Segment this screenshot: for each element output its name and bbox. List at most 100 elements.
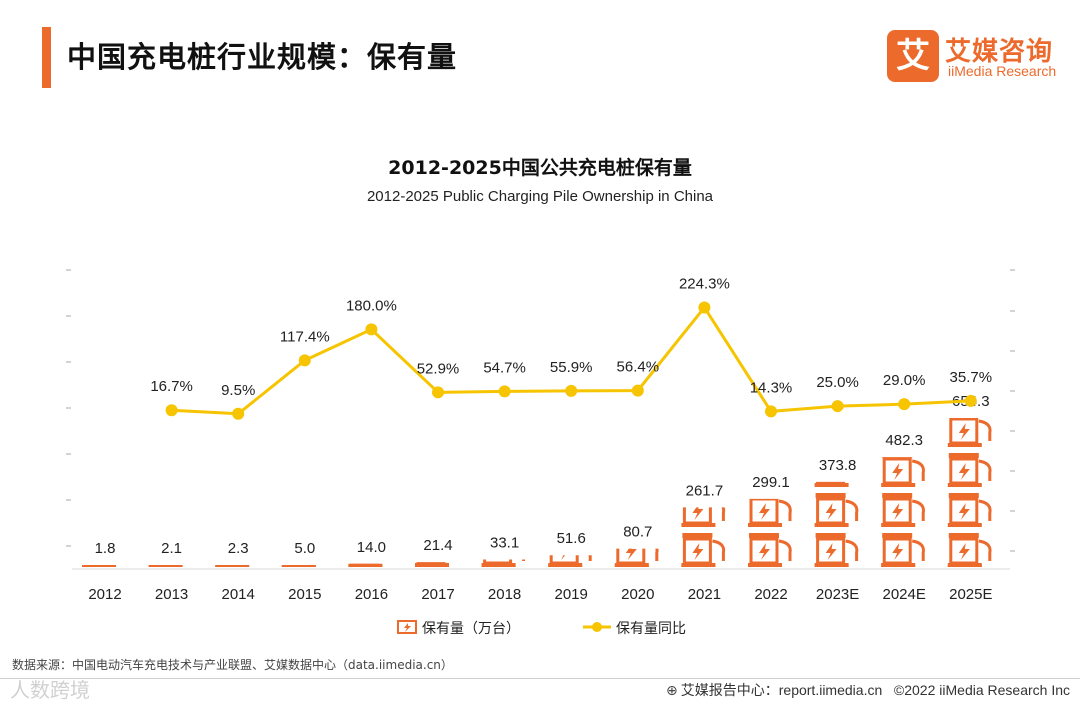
pile-cap [882,533,913,538]
lightning-icon [958,463,970,480]
pile-base [814,523,849,527]
bar-value-label: 80.7 [623,524,652,541]
pile-body [949,497,979,525]
legend-line-marker [592,622,602,632]
bar-2025E [947,413,992,567]
legend: 保有量（万台） 保有量同比 [397,620,686,637]
bar-base-mark [881,565,916,567]
yoy-value-label: 224.3% [679,275,730,292]
bar-value-label: 5.0 [294,540,315,557]
pile-body [949,418,979,445]
pile-cap [948,533,979,538]
logo-mark: 艾 [887,30,939,82]
pile-body [816,481,846,485]
x-tick-label: 2013 [155,586,188,603]
yoy-value-label: 56.4% [617,359,660,376]
pile-cable [978,459,992,481]
iimedia-logo[interactable]: 艾 艾媒咨询 iiMedia Research [887,30,1059,82]
logo-text-cn: 艾媒咨询 [945,37,1054,67]
bar-base-mark [215,565,250,567]
bar-2022 [748,498,792,567]
x-tick-label: 2020 [621,586,654,603]
yoy-point-2023E [831,400,844,413]
bar-labels: 1.8 2.1 2.3 5.0 14.0 21.4 33.1 51.6 80.7 261.7 299… [95,393,990,557]
pile-cable [911,539,925,561]
bar-base-mark [415,565,449,567]
yoy-point-2015 [298,354,311,367]
pile-cable [721,507,726,521]
pile-body [616,548,646,565]
x-tick-label: 2014 [222,586,255,603]
lightning-icon [958,543,970,560]
yoy-value-label: 117.4% [280,328,330,345]
pile-cap [949,413,979,418]
lightning-icon [892,503,904,520]
legend-bar-label: 保有量（万台） [422,621,520,637]
x-tick-label: 2024E [883,586,926,603]
bar-value-label: 33.1 [490,534,519,551]
pile-cap [216,533,246,538]
yoy-point-2018 [498,385,511,398]
bar-base-mark [814,565,849,567]
yoy-point-2019 [565,384,578,397]
lightning-icon [892,543,904,560]
footer-divider [0,678,1080,679]
chart-subtitle: 2012-2025 Public Charging Pile Ownership… [366,188,714,205]
yoy-point-2017 [432,386,444,399]
pile-cap [682,533,713,538]
pile-cap [882,493,913,498]
lightning-icon [759,503,770,520]
bar-value-label: 51.6 [557,530,586,547]
x-tick-label: 2019 [555,586,588,603]
bar-base-mark [748,565,782,567]
pile-cap [948,453,979,458]
pile-cap [948,493,979,498]
watermark: 人数跨境 [10,678,90,702]
pile-body [816,497,846,525]
yoy-point-2016 [365,323,378,336]
x-tick-label: 2021 [688,586,721,603]
x-tick-label: 2017 [421,586,454,603]
pile-cable [712,539,726,561]
yoy-point-2014 [232,407,245,420]
x-tick-label: 2022 [754,586,787,603]
yoy-value-label: 25.0% [816,374,859,391]
pile-cable [978,539,992,561]
pile-body [749,537,779,565]
pile-body [483,559,513,565]
bar-2024E [881,457,925,567]
globe-icon: ⊕ [666,682,678,698]
pile-cap [749,533,779,538]
bar-value-label: 21.4 [423,537,452,554]
yoy-point-2025E [964,394,977,407]
data-source: 数据来源：中国电动汽车充电技术与产业联盟、艾媒数据中心（data.iimedia… [12,658,453,672]
pile-body [749,498,779,525]
pile-cap [83,533,113,538]
yoy-points [165,301,977,420]
pile-cable [778,499,792,521]
bar-value-label: 482.3 [885,432,923,449]
x-tick-label: 2025E [949,586,992,603]
pile-body [882,537,912,565]
yoy-point-2022 [765,405,777,418]
bar-base-mark [947,565,982,567]
pile-base [748,523,782,527]
bar-base-mark [148,565,183,567]
pile-body [882,497,912,525]
copyright: ©2022 iiMedia Research Inc [893,682,1070,698]
logo-text-en: iiMedia Research [948,63,1057,79]
page-title: 中国充电桩行业规模：保有量 [67,40,458,74]
pile-body [416,562,446,565]
yoy-value-label: 54.7% [483,359,526,376]
x-tick-label: 2023E [816,586,859,603]
axis-ticks [66,269,1015,552]
pile-base [814,483,849,487]
pile-cable [911,499,925,521]
bar-value-label: 299.1 [752,474,790,491]
chart-title: 2012-2025中国公共充电桩保有量 [388,157,692,179]
yoy-value-label: 16.7% [150,378,193,395]
pile-base [881,523,916,527]
pile-body [816,537,846,565]
x-tick-label: 2018 [488,586,521,603]
report-center-link[interactable]: 艾媒报告中心：report.iimedia.cn [680,682,883,698]
